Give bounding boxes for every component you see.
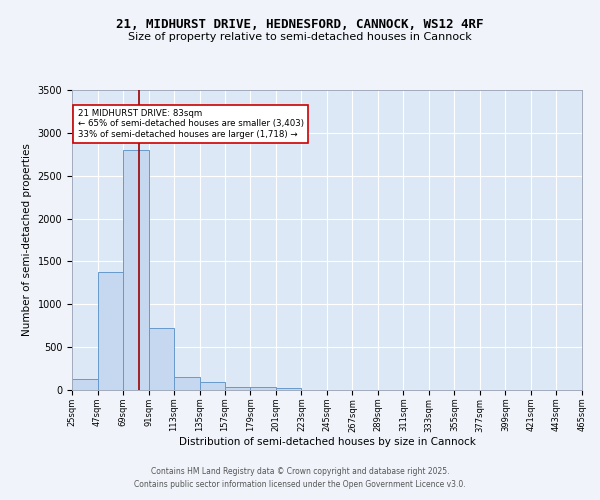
Bar: [225, 386, 251, 390]
Bar: [251, 387, 276, 390]
Bar: [72, 379, 97, 390]
Bar: [276, 388, 301, 390]
Bar: [174, 376, 199, 390]
Text: Contains HM Land Registry data © Crown copyright and database right 2025.: Contains HM Land Registry data © Crown c…: [151, 467, 449, 476]
Y-axis label: Number of semi-detached properties: Number of semi-detached properties: [22, 144, 32, 336]
Bar: [149, 328, 174, 390]
Bar: [199, 382, 225, 390]
Text: Contains public sector information licensed under the Open Government Licence v3: Contains public sector information licen…: [134, 480, 466, 489]
Bar: [123, 150, 149, 390]
Text: 21, MIDHURST DRIVE, HEDNESFORD, CANNOCK, WS12 4RF: 21, MIDHURST DRIVE, HEDNESFORD, CANNOCK,…: [116, 18, 484, 30]
Text: Size of property relative to semi-detached houses in Cannock: Size of property relative to semi-detach…: [128, 32, 472, 42]
Bar: [97, 272, 123, 390]
Text: 21 MIDHURST DRIVE: 83sqm
← 65% of semi-detached houses are smaller (3,403)
33% o: 21 MIDHURST DRIVE: 83sqm ← 65% of semi-d…: [78, 109, 304, 138]
X-axis label: Distribution of semi-detached houses by size in Cannock: Distribution of semi-detached houses by …: [179, 437, 475, 447]
